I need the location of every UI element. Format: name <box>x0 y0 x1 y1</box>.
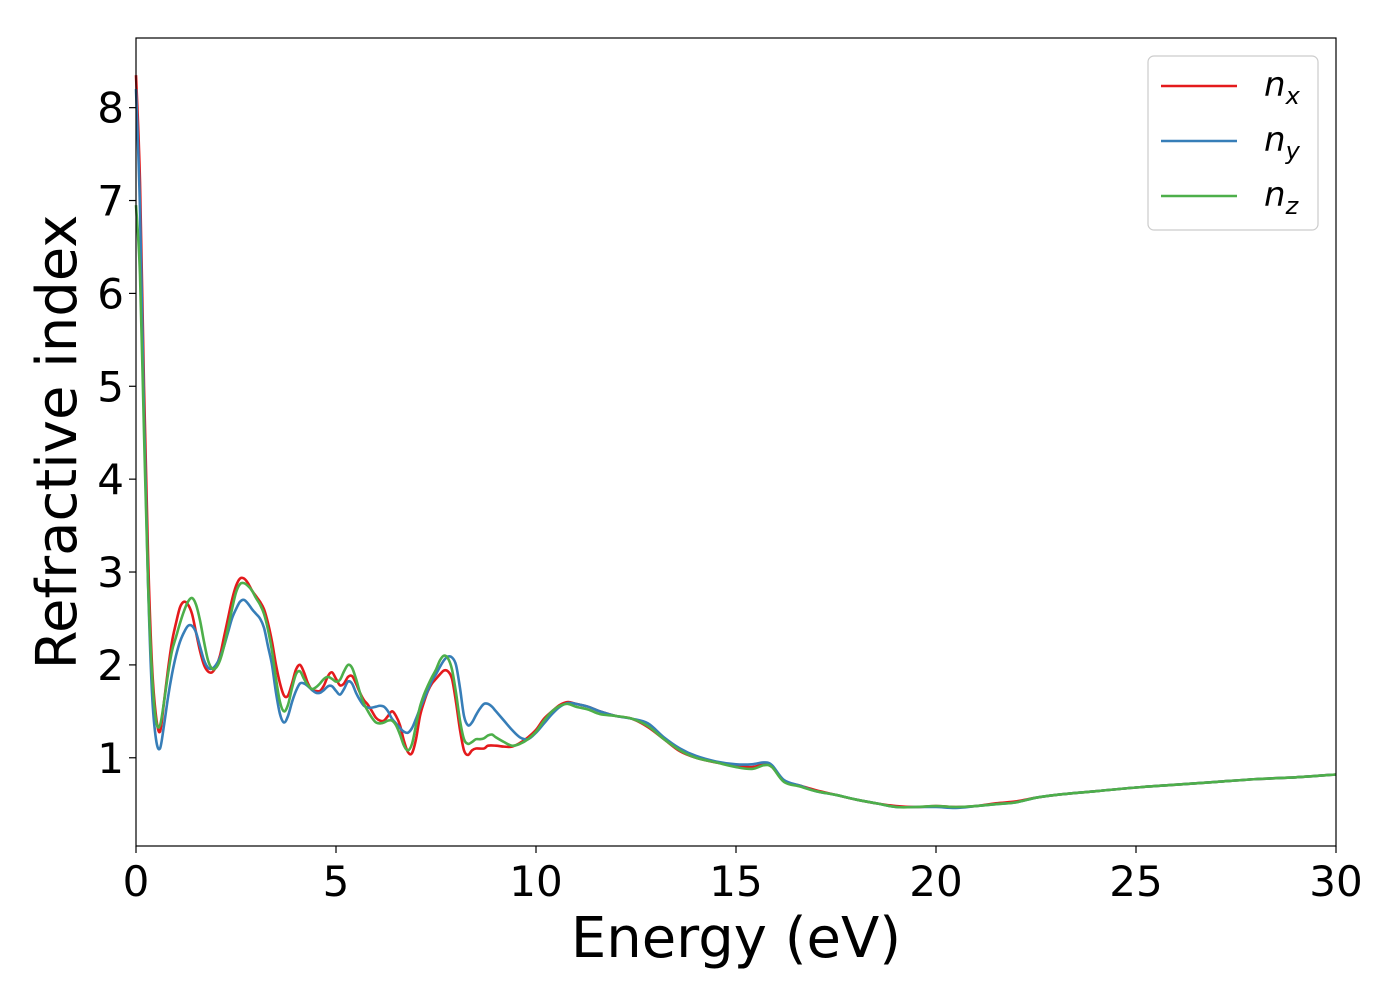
x-tick-label: 0 <box>123 857 150 906</box>
legend-label-base: n <box>1264 65 1286 105</box>
y-tick-label: 5 <box>97 362 124 411</box>
legend-label-nx: nx <box>1264 65 1301 110</box>
legend-label-subscript: x <box>1285 82 1301 110</box>
y-tick-label: 6 <box>97 269 124 318</box>
legend-label-base: n <box>1264 175 1286 215</box>
x-tick-label: 20 <box>909 857 962 906</box>
y-tick-label: 4 <box>97 455 124 504</box>
x-tick-label: 30 <box>1309 857 1362 906</box>
legend-label-nz: nz <box>1264 175 1300 220</box>
legend-label-subscript: z <box>1285 192 1300 220</box>
y-tick-label: 3 <box>97 548 124 597</box>
x-axis-ticks: 0 5 10 15 20 25 30 <box>123 846 1363 906</box>
x-tick-label: 5 <box>323 857 350 906</box>
y-tick-label: 2 <box>97 641 124 690</box>
legend-label-ny: ny <box>1264 120 1301 165</box>
legend-label-subscript: y <box>1285 137 1301 165</box>
x-tick-label: 15 <box>709 857 762 906</box>
legend-label-base: n <box>1264 120 1286 160</box>
y-tick-label: 7 <box>97 177 124 226</box>
y-tick-label: 8 <box>97 84 124 133</box>
x-tick-label: 10 <box>509 857 562 906</box>
y-axis-ticks: 1 2 3 4 5 6 7 8 <box>97 84 136 783</box>
legend-box <box>1147 55 1319 231</box>
series-layer <box>134 75 1337 810</box>
series-line-nz <box>134 205 1337 809</box>
x-axis-title: Energy (eV) <box>571 906 901 971</box>
y-axis-title: Refractive index <box>25 215 90 670</box>
x-tick-label: 25 <box>1109 857 1162 906</box>
y-tick-label: 1 <box>97 734 124 783</box>
